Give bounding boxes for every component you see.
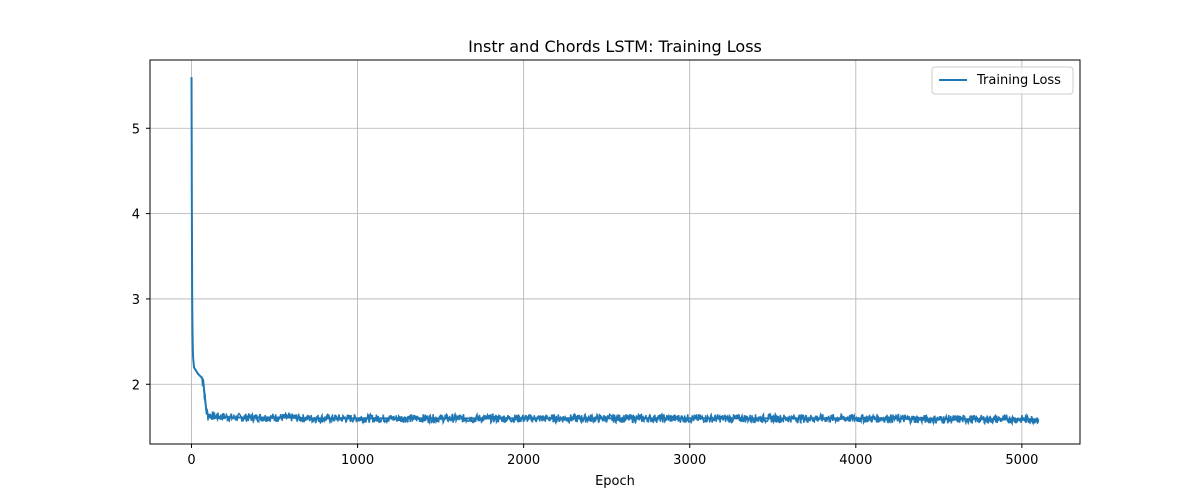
x-tick-label: 2000 [507, 453, 540, 468]
x-tick-label: 4000 [839, 453, 872, 468]
x-axis-label: Epoch [595, 474, 635, 489]
x-tick-label: 3000 [673, 453, 706, 468]
y-tick-label: 2 [132, 378, 140, 393]
axis-ticks: 0 1000 2000 3000 4000 5000 2 3 4 5 [132, 122, 1039, 468]
y-tick-label: 5 [132, 122, 140, 137]
training-loss-noise [201, 376, 1040, 427]
x-tick-label: 0 [187, 453, 195, 468]
chart-title: Instr and Chords LSTM: Training Loss [468, 37, 762, 56]
y-tick-label: 4 [132, 208, 140, 223]
legend: Training Loss [931, 66, 1074, 95]
grid-lines [150, 60, 1080, 444]
training-loss-noise-line [201, 376, 1040, 427]
x-tick-label: 5000 [1005, 453, 1038, 468]
series-group [190, 77, 1040, 427]
legend-label: Training Loss [976, 73, 1061, 88]
y-tick-label: 3 [132, 293, 140, 308]
x-tick-label: 1000 [341, 453, 374, 468]
plot-area-frame [149, 59, 1081, 445]
legend-box [931, 66, 1074, 95]
